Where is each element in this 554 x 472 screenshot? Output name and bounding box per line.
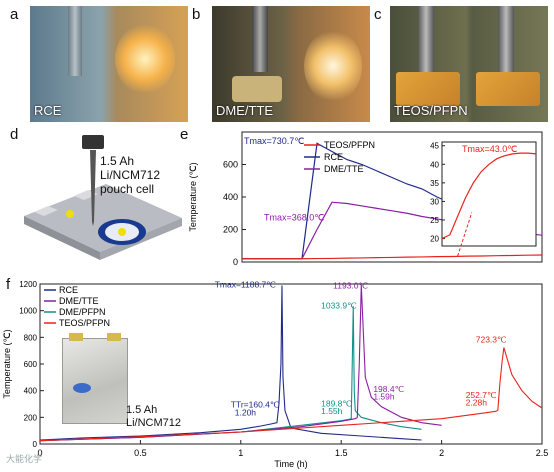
flame-image <box>304 30 362 102</box>
panel-letter-c: c <box>374 6 382 23</box>
panel-letter-d: d <box>10 126 19 143</box>
y-tick-label: 800 <box>24 333 38 342</box>
flame-image <box>115 24 175 94</box>
watermark: 大能化学 <box>6 454 43 464</box>
annotation-rce-tr: TTr=160.4℃ <box>231 399 280 409</box>
photo-caption-dme-tte: DME/TTE <box>216 103 274 118</box>
annotation-teospfpn-tmax: Tmax=43.0℃ <box>462 144 517 154</box>
annotation-teospfpn-tmax: 723.3℃ <box>476 335 507 345</box>
y-tick-label: 0 <box>33 440 38 449</box>
legend-label: DME/TTE <box>324 164 364 174</box>
inset-y-tick-label: 20 <box>430 235 439 244</box>
annotation-dmette-tmax: Tmax=368.0℃ <box>264 212 324 222</box>
panel-letter-a: a <box>10 6 19 23</box>
panel-letter-e: e <box>180 126 189 143</box>
nail-image <box>252 6 268 72</box>
y-tick-label: 400 <box>24 387 38 396</box>
legend-label: RCE <box>59 285 78 295</box>
inset-y-tick-label: 35 <box>430 179 439 188</box>
chart-e: 0 200 400 600 Temperature (℃) TEOS/PFPN RCE DME… <box>188 131 543 267</box>
photo-teos-pfpn: TEOS/PFPN <box>390 6 548 122</box>
annotation-rce-tmax: Tmax=1188.7℃ <box>215 279 277 289</box>
y-tick-label: 400 <box>223 192 238 202</box>
annotation-dmepfpn-time: 1.55h <box>321 406 343 416</box>
x-tick-label: 1.5 <box>335 448 348 458</box>
panel-letter-b: b <box>192 6 201 23</box>
photo-caption-teos-pfpn: TEOS/PFPN <box>394 103 468 118</box>
x-tick-label: 2 <box>439 448 444 458</box>
cell-spec-label: 1.5 Ah Li/NCM712 pouch cell <box>100 154 161 196</box>
series-line-teospfpn <box>242 254 543 260</box>
legend-label: DME/TTE <box>59 296 99 306</box>
annotation-teospfpn-tr: 252.7℃ <box>466 390 497 400</box>
y-tick-label: 1200 <box>19 280 37 289</box>
annotation-rce-time: 1.20h <box>235 407 257 417</box>
university-logo <box>98 219 146 245</box>
x-tick-label: 1 <box>238 448 243 458</box>
annotation-dmette-tr: 198.4℃ <box>373 384 404 394</box>
legend-label: TEOS/PFPN <box>59 318 110 328</box>
y-tick-label: 200 <box>223 225 238 235</box>
annotation-teospfpn-time: 2.28h <box>466 397 488 407</box>
pouch-cell-schematic <box>24 135 182 260</box>
nail-image <box>418 6 434 72</box>
pouch-cell-image <box>476 72 540 106</box>
y-tick-label: 200 <box>24 413 38 422</box>
panel-letter-f: f <box>6 276 11 293</box>
nail-image <box>498 6 514 72</box>
annotation-dmette-time: 1.59h <box>373 391 395 401</box>
x-tick-label: 2.5 <box>536 448 548 458</box>
x-axis-label: Time (h) <box>274 459 307 469</box>
cell-logo-image <box>73 383 91 393</box>
legend-label: TEOS/PFPN <box>324 140 375 150</box>
annotation-dmepfpn-tr: 189.8℃ <box>321 399 352 409</box>
legend-label: DME/PFPN <box>59 307 106 317</box>
nail-head-image <box>82 135 104 149</box>
annotation-dmette-tmax: 1193.0℃ <box>333 281 368 291</box>
cell-tab-image <box>107 333 121 341</box>
inset-frame <box>441 141 537 247</box>
photo-caption-rce: RCE <box>34 103 62 118</box>
inset-link-arrow <box>457 212 473 257</box>
inset-y-tick-label: 25 <box>430 216 439 225</box>
y-tick-label: 1000 <box>19 307 37 316</box>
nail-point-marker <box>66 210 74 218</box>
pouch-cell-image <box>232 76 282 102</box>
inset-y-tick-label: 45 <box>430 142 439 151</box>
inset-y-tick-label: 30 <box>430 197 439 206</box>
y-tick-label: 600 <box>223 160 238 170</box>
pouch-cell-photo <box>62 333 128 424</box>
chart-f: 0 200 400 600 800 1000 1200 0 0.5 1 1.5 2 2.5 Time (h… <box>2 279 548 469</box>
nail-image <box>68 6 82 76</box>
photo-rce: RCE <box>30 6 188 122</box>
annotation-rce-tmax: Tmax=730.7℃ <box>244 136 304 146</box>
photo-dme-tte: DME/TTE <box>212 6 370 122</box>
legend-label: RCE <box>324 152 343 162</box>
cell-spec-label-f: 1.5 Ah Li/NCM712 <box>126 404 182 429</box>
pouch-cell-image <box>396 72 460 106</box>
y-tick-label: 0 <box>233 257 238 267</box>
x-tick-label: 0 <box>37 448 42 458</box>
series-line-rce <box>39 285 422 441</box>
y-axis-label: Temperature (℃) <box>188 162 198 231</box>
inset-series-line <box>441 152 537 240</box>
y-tick-label: 600 <box>24 360 38 369</box>
y-axis-label: Temperature (℃) <box>2 329 12 398</box>
nail-shaft-image <box>90 150 96 226</box>
annotation-dmepfpn-tmax: 1033.9℃ <box>321 301 357 311</box>
x-tick-label: 0.5 <box>134 448 147 458</box>
series-line-teospfpn <box>39 347 543 442</box>
cell-tab-image <box>69 333 83 341</box>
inset-y-tick-label: 40 <box>430 160 439 169</box>
